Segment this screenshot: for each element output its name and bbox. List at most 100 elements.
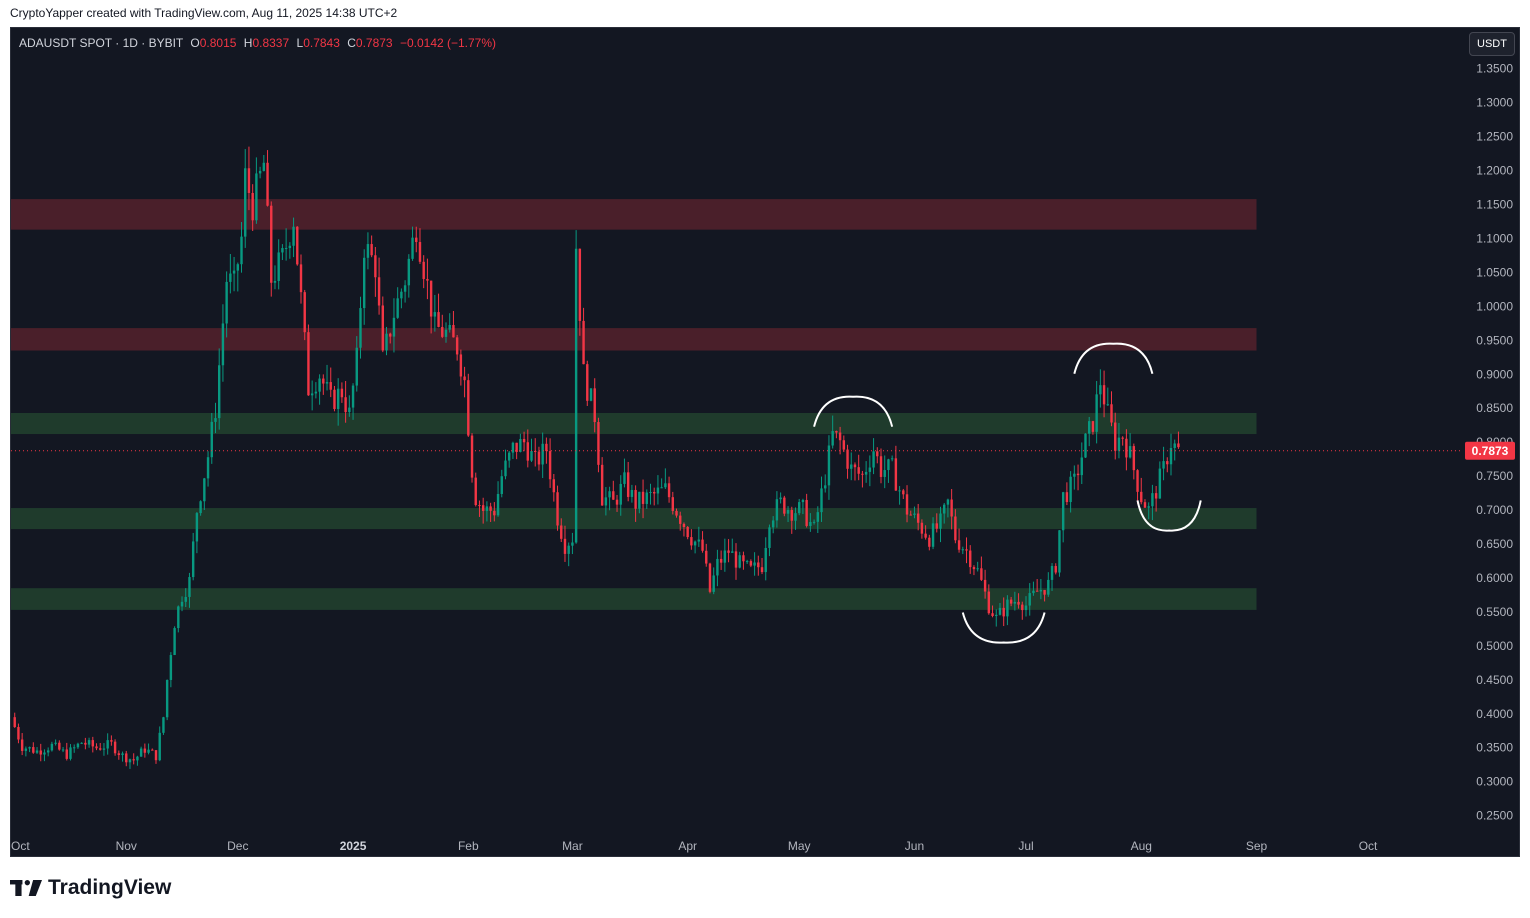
candle-up — [779, 497, 782, 500]
candle-up — [1084, 433, 1087, 458]
x-tick-label: Dec — [227, 839, 248, 853]
y-tick-label: 0.2500 — [1476, 809, 1513, 823]
candle-down — [299, 264, 303, 293]
bottom-arc-annotation — [961, 612, 1046, 644]
candle-down — [478, 505, 481, 507]
candle-down — [682, 523, 686, 527]
candle-down — [556, 492, 559, 526]
candle-up — [203, 478, 206, 502]
candle-up — [496, 493, 500, 516]
symbol-label[interactable]: ADAUSDT SPOT · 1D · BYBIT — [19, 36, 184, 50]
candle-up — [403, 285, 407, 292]
candle-up — [54, 742, 57, 744]
candle-up — [46, 750, 50, 753]
tradingview-brand[interactable]: TradingView — [10, 876, 171, 900]
candle-down — [493, 510, 496, 516]
x-tick-label: Sep — [1246, 839, 1268, 853]
candle-up — [24, 748, 28, 751]
candle-up — [530, 450, 533, 461]
currency-button[interactable]: USDT — [1469, 32, 1515, 56]
y-tick-label: 1.0500 — [1476, 265, 1513, 279]
candle-down — [916, 513, 920, 523]
candle-up — [225, 281, 228, 324]
current-price-label: 0.7873 — [1472, 444, 1509, 458]
candle-down — [835, 431, 838, 433]
price-chart[interactable]: 0.2500 0.3000 0.3500 0.4000 0.4500 0.5000 0.55… — [11, 28, 1520, 857]
candle-up — [76, 743, 80, 748]
candle-down — [757, 562, 760, 568]
candle-up — [255, 173, 258, 221]
y-tick-label: 0.7000 — [1476, 503, 1513, 517]
candle-up — [165, 679, 169, 718]
chart-panel[interactable]: 0.2500 0.3000 0.3500 0.4000 0.4500 0.5000 0.55… — [10, 27, 1520, 857]
candle-down — [32, 747, 35, 753]
candle-down — [667, 483, 671, 498]
candle-down — [749, 561, 753, 566]
resistance-zone — [11, 199, 1257, 230]
candle-down — [110, 740, 113, 742]
y-tick-label: 1.2500 — [1476, 130, 1513, 144]
candle-up — [645, 492, 648, 504]
candle-up — [1169, 447, 1173, 465]
chart-credit: CryptoYapper created with TradingView.co… — [10, 6, 398, 20]
candle-down — [296, 226, 299, 265]
candle-down — [333, 389, 336, 409]
candle-down — [307, 332, 310, 396]
candle-up — [567, 545, 570, 554]
y-tick-label: 0.5000 — [1476, 639, 1513, 653]
candle-up — [310, 393, 314, 396]
candle-down — [1043, 590, 1046, 595]
change-value: −0.0142 (−1.77%) — [399, 36, 497, 50]
candle-up — [1158, 468, 1162, 499]
candle-up — [883, 470, 886, 477]
candle-down — [381, 305, 385, 351]
candle-down — [783, 497, 786, 514]
candle-up — [812, 521, 816, 523]
x-tick-label: Aug — [1131, 839, 1152, 853]
candle-down — [1166, 461, 1169, 465]
candle-up — [820, 488, 823, 513]
candle-down — [125, 753, 128, 763]
candle-down — [1076, 473, 1080, 476]
candle-down — [370, 244, 373, 256]
candle-down — [58, 742, 61, 750]
candle-down — [652, 492, 656, 494]
candle-down — [374, 255, 377, 278]
y-tick-label: 0.9500 — [1476, 333, 1513, 347]
candle-up — [240, 236, 243, 265]
candle-down — [20, 739, 24, 751]
candle-up — [102, 748, 106, 750]
candle-up — [660, 487, 663, 489]
candle-down — [641, 491, 645, 504]
candle-up — [541, 443, 544, 465]
candle-up — [1128, 446, 1132, 458]
candle-up — [939, 513, 942, 529]
candle-down — [467, 380, 470, 436]
candle-down — [593, 388, 596, 423]
candle-up — [946, 499, 950, 505]
candle-up — [1173, 443, 1176, 448]
candle-up — [284, 248, 288, 250]
candle-up — [180, 601, 184, 607]
candle-down — [429, 280, 433, 317]
candle-up — [273, 281, 277, 283]
candle-up — [292, 226, 295, 246]
candle-up — [162, 717, 165, 733]
candle-up — [281, 248, 284, 253]
candle-up — [359, 308, 362, 348]
candle-down — [805, 499, 808, 526]
y-tick-label: 0.4000 — [1476, 707, 1513, 721]
candle-down — [980, 568, 983, 580]
candle-up — [604, 497, 608, 506]
candle-up — [697, 539, 701, 542]
candle-down — [965, 549, 968, 551]
candle-up — [1099, 385, 1102, 395]
candle-up — [366, 244, 370, 258]
candle-up — [864, 471, 868, 475]
close-label: C — [347, 36, 356, 50]
candle-up — [188, 577, 191, 597]
candle-down — [251, 192, 254, 221]
candle-up — [147, 749, 150, 753]
candle-up — [448, 324, 451, 330]
candle-down — [760, 567, 764, 573]
